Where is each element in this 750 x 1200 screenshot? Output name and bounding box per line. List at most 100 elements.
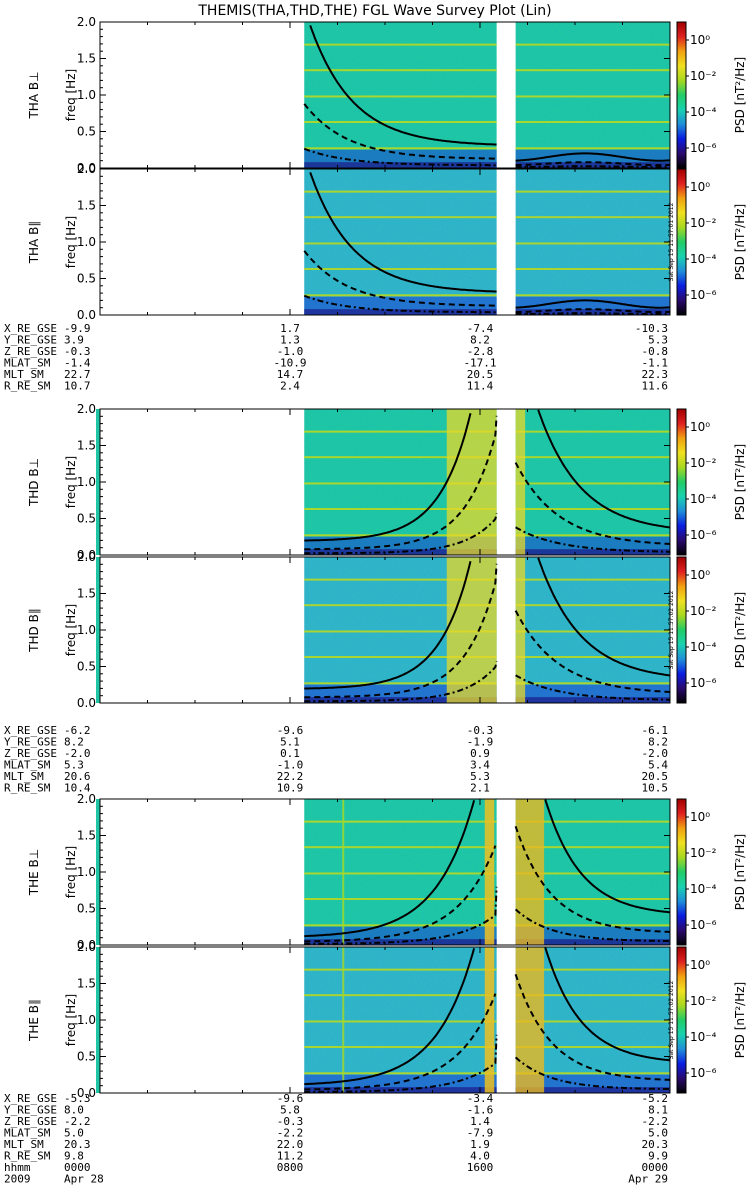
x-tick-label: 0800 xyxy=(277,1161,304,1174)
colorbar-tick-label: 10⁰ xyxy=(690,568,710,582)
colorbar xyxy=(676,946,687,1094)
interference-line xyxy=(304,294,497,297)
spectrogram-panel-the-par: 0.0 0.5 1.0 1.5 2.0 freq [Hz] THE B∥ 10⁰ 10⁻² 10⁻… xyxy=(27,940,747,1100)
colorbar xyxy=(676,408,687,556)
spectrogram-panel-the-perp: 0.0 0.5 1.0 1.5 2.0 freq [Hz] THE B⊥ 10⁰ 10⁻² 10⁻… xyxy=(27,792,747,952)
interference-line xyxy=(515,456,670,459)
interference-line xyxy=(304,43,497,46)
ephemeris-value: 22.0 xyxy=(277,1138,304,1151)
enhancement-strip xyxy=(446,557,497,703)
interference-line xyxy=(304,190,497,193)
ephemeris-row-label: R_RE_SM xyxy=(4,1150,51,1163)
interference-line xyxy=(515,898,670,901)
colorbar-tick-label: 10⁰ xyxy=(690,810,710,824)
ephemeris-value: -10.3 xyxy=(635,322,668,335)
spectrogram-panel-tha-perp: 0.0 0.5 1.0 1.5 2.0 freq [Hz] THA B⊥ 10⁰ 10⁻² 10⁻… xyxy=(27,15,747,175)
ephemeris-row-label: X_RE_GSE xyxy=(4,724,57,737)
gyrofrequency-curve-solid xyxy=(304,557,671,690)
interference-line xyxy=(304,268,497,271)
ephemeris-value: 3.4 xyxy=(470,759,490,772)
colorbar-tick-label: 10⁻² xyxy=(690,604,717,618)
ephemeris-tha: X_RE_GSE -9.9 1.7 -7.4 -10.3 Y_RE_GSE 3.9 1.3 8.… xyxy=(4,322,668,393)
ephemeris-value: -0.3 xyxy=(277,1115,304,1128)
spectrogram-noise xyxy=(304,799,497,945)
ephemeris-value: -5.3 xyxy=(64,1092,91,1105)
gyrofrequency-curve-dashdot xyxy=(304,661,670,703)
gyrofrequency-curve-dashed xyxy=(304,825,670,943)
colorbar-tick-label: 10⁻⁶ xyxy=(690,1066,717,1080)
ephemeris-value: 10.7 xyxy=(64,380,91,393)
colorbar-tick-label: 10⁻⁶ xyxy=(690,288,717,302)
y-tick-label: 2.0 xyxy=(77,402,96,416)
generation-timestamp: Sat Sep 15 11:57:02 2012 xyxy=(668,981,675,1060)
colorbar-tick-label: 10⁻⁴ xyxy=(690,492,717,506)
colorbar-tick-label: 10⁰ xyxy=(690,180,710,194)
ephemeris-value: 5.1 xyxy=(280,736,300,749)
y-axis-label: freq [Hz] xyxy=(64,69,78,121)
ephemeris-value: -2.0 xyxy=(642,747,669,760)
colorbar-label: PSD [nT²/Hz] xyxy=(733,982,747,1058)
ephemeris-value: 9.9 xyxy=(648,1150,668,1163)
ephemeris-value: 5.3 xyxy=(470,770,490,783)
gyrofrequency-curve-solid xyxy=(309,172,670,309)
low-freq-band-core xyxy=(515,697,670,703)
colorbar-label: PSD [nT²/Hz] xyxy=(733,834,747,910)
gyrofrequency-curve-dashed xyxy=(303,250,671,314)
colorbar-tick-label: 10⁻⁴ xyxy=(690,252,717,266)
colorbar-tick-label: 10⁰ xyxy=(690,958,710,972)
gyrofrequency-curve-dashed xyxy=(304,563,671,699)
x-tick-label: 0000 xyxy=(64,1161,91,1174)
y-tick-label: 0.0 xyxy=(77,308,96,322)
interference-line xyxy=(515,846,670,849)
y-tick-label: 0.0 xyxy=(77,161,96,175)
interference-line xyxy=(304,968,497,971)
interference-line xyxy=(515,924,670,927)
ephemeris-value: -10.9 xyxy=(273,357,306,370)
colorbar-tick-label: 10⁻⁴ xyxy=(690,882,717,896)
interference-line xyxy=(304,216,497,219)
y-tick-label: 1.0 xyxy=(77,865,96,879)
interference-line xyxy=(304,630,497,633)
interference-line xyxy=(515,1046,670,1049)
ephemeris-value: -17.1 xyxy=(463,357,496,370)
y-tick-label: 0.5 xyxy=(77,272,96,286)
ephemeris-row-label: MLAT_SM xyxy=(4,357,51,370)
ephemeris-value: 2.1 xyxy=(470,782,490,795)
y-tick-label: 0.5 xyxy=(77,125,96,139)
ephemeris-value: 20.6 xyxy=(64,770,91,783)
interference-line xyxy=(515,43,670,46)
interference-line xyxy=(304,820,497,823)
y-axis-label: freq [Hz] xyxy=(64,604,78,656)
interference-line xyxy=(304,604,497,607)
ephemeris-value: 20.3 xyxy=(64,1138,91,1151)
ephemeris-value: -5.2 xyxy=(642,1092,669,1105)
ephemeris-value: -0.3 xyxy=(467,724,494,737)
ephemeris-row-label: MLAT_SM xyxy=(4,1127,51,1140)
ephemeris-value: 8.1 xyxy=(648,1104,668,1117)
low-freq-band-core xyxy=(304,549,497,555)
ephemeris-value: 8.2 xyxy=(470,334,490,347)
y-tick-label: 2.0 xyxy=(77,550,96,564)
ephemeris-value: -6.2 xyxy=(64,724,91,737)
spectrogram-noise xyxy=(515,557,670,703)
colorbar-tick-label: 10⁻² xyxy=(690,994,717,1008)
ephemeris-value: 20.3 xyxy=(642,1138,669,1151)
interference-line xyxy=(515,95,670,98)
interference-line xyxy=(304,482,497,485)
y-tick-label: 1.0 xyxy=(77,88,96,102)
ephemeris-row-label: Y_RE_GSE xyxy=(4,334,57,347)
ephemeris-value: 2.4 xyxy=(280,380,300,393)
ephemeris-value: 5.0 xyxy=(648,1127,668,1140)
ephemeris-value: 14.7 xyxy=(277,368,304,381)
spectrogram-noise xyxy=(304,947,497,1093)
gyrofrequency-curve-dashed xyxy=(304,973,670,1091)
ephemeris-value: 10.5 xyxy=(642,782,669,795)
colorbar-tick-label: 10⁻² xyxy=(690,216,717,230)
enhancement-strip xyxy=(484,799,495,945)
ephemeris-value: -9.6 xyxy=(277,724,304,737)
ephemeris-value: 9.8 xyxy=(64,1150,84,1163)
interference-line xyxy=(304,147,497,150)
x-tick-label: 0000 xyxy=(642,1161,669,1174)
ephemeris-value: -2.2 xyxy=(277,1127,304,1140)
spectrogram-panel-thd-par: 0.0 0.5 1.0 1.5 2.0 freq [Hz] THD B∥ 10⁰ 10⁻² 10⁻… xyxy=(27,550,747,710)
